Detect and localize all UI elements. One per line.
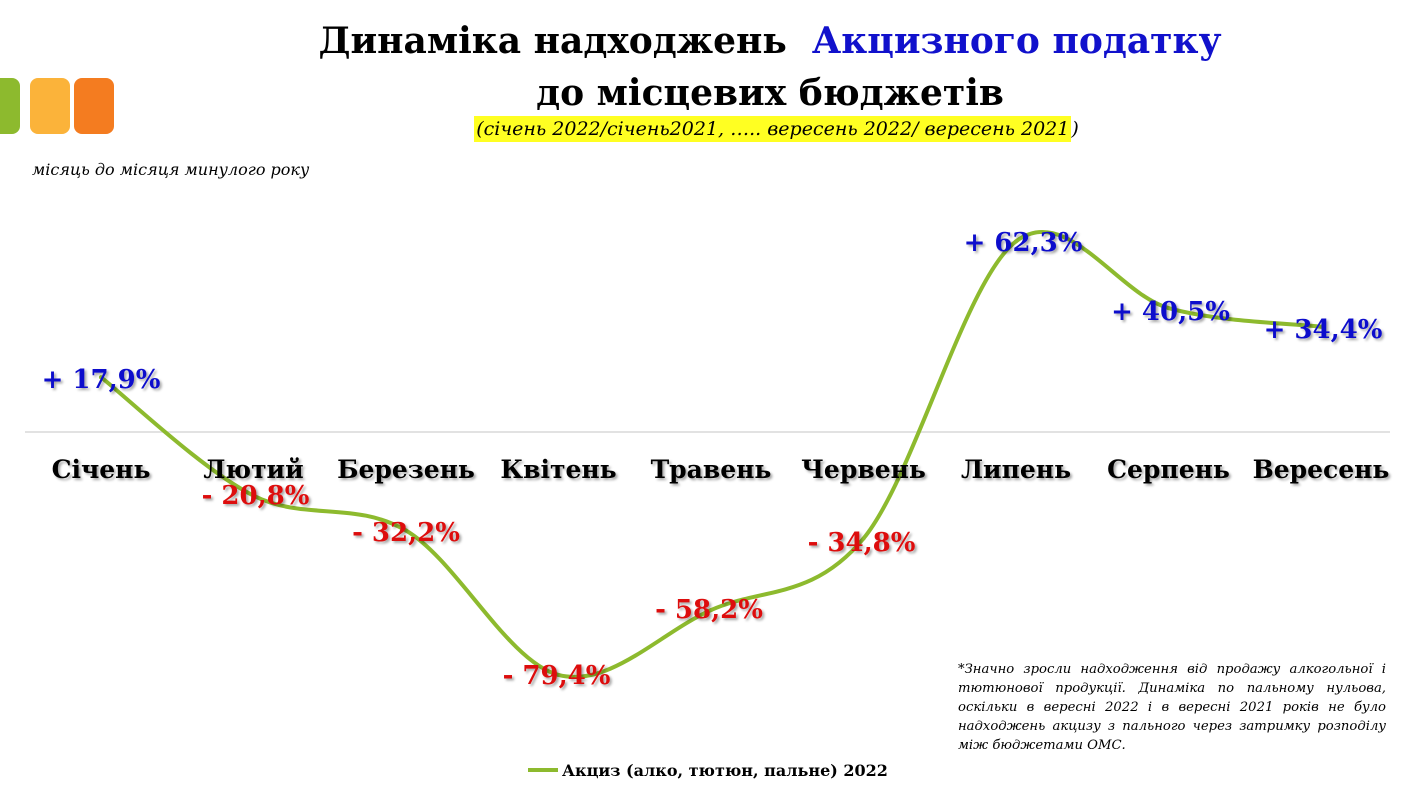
legend-swatch [528,768,558,772]
data-label: + 40,5% [1111,297,1230,327]
data-label: - 34,8% [808,528,916,558]
data-label: + 62,3% [964,228,1083,258]
data-label: - 79,4% [503,661,611,691]
data-label: - 58,2% [655,595,763,625]
chart-subtitle: (січень 2022/січень2021, ….. вересень 20… [0,116,1410,142]
data-point-9 [1319,324,1323,329]
data-point-1 [99,375,103,380]
data-label: - 32,2% [352,518,460,548]
data-label: + 34,4% [1264,315,1383,345]
chart-subtitle-highlighted: (січень 2022/січень2021, ….. вересень 20… [474,116,1072,142]
category-label: Січень [52,455,151,484]
category-label: Липень [961,455,1071,484]
legend: Акциз (алко, тютюн, пальне) 2022 [528,756,888,784]
footnote: *Значно зросли надходження від продажу а… [958,662,1386,753]
decor-square-orange [74,78,114,134]
chart-title: Динаміка надходжень Акцизного податку [0,20,1410,62]
data-point-7 [1014,239,1018,244]
category-label: Лютий [203,455,303,484]
category-label: Квітень [500,455,616,484]
data-label: + 17,9% [42,365,161,395]
chart-title-line2: до місцевих бюджетів [536,72,1004,114]
category-label: Травень [651,455,772,484]
data-point-3 [404,528,408,533]
data-point-8 [1166,306,1171,311]
decor-square-yellow [30,78,70,134]
legend-label: Акциз (алко, тютюн, пальне) 2022 [562,760,888,780]
note-left: місяць до місяця минулого року [32,160,310,179]
chart-title-part1: Динаміка надходжень [318,20,787,62]
chart-title-part2: Акцизного податку [811,20,1222,62]
data-point-2 [251,493,256,498]
series-line [99,230,1323,679]
decor-square-green [0,78,20,134]
category-label: Червень [801,455,926,484]
category-label: Серпень [1107,455,1230,484]
data-point-5 [709,608,713,613]
data-label: - 20,8% [202,481,310,511]
data-point-6 [861,536,866,541]
category-label: Березень [337,455,475,484]
category-label: Вересень [1253,455,1390,484]
data-point-4 [556,672,561,677]
chart-subtitle-close: ) [1071,118,1079,140]
